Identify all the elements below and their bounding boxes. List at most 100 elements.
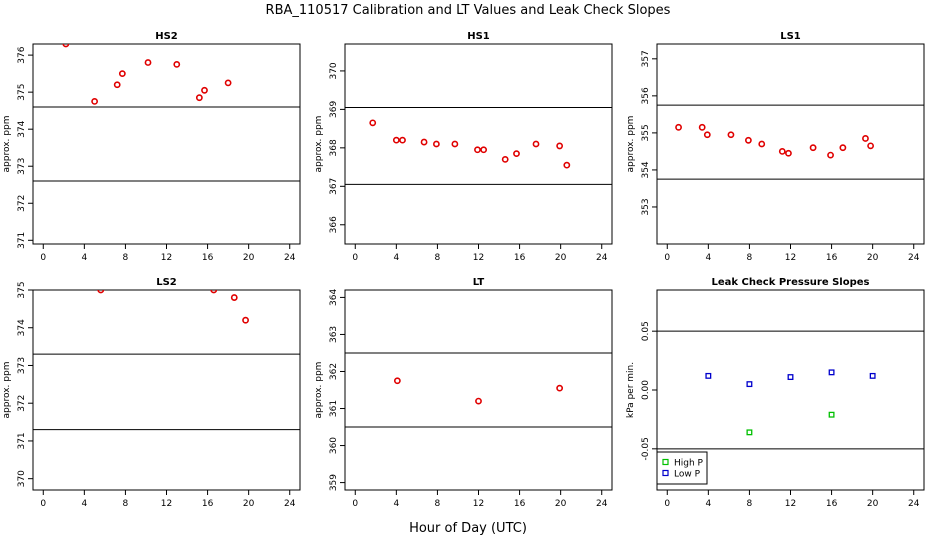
x-tick-label: 4 <box>393 253 399 263</box>
y-tick-label: 372 <box>17 195 27 212</box>
data-point <box>556 384 564 392</box>
data-point <box>809 144 817 152</box>
data-point <box>475 397 482 405</box>
x-tick-label: 16 <box>514 499 526 509</box>
y-tick-label: 363 <box>329 326 339 343</box>
x-tick-label: 16 <box>202 253 214 263</box>
x-tick-label: 8 <box>747 499 753 509</box>
legend-marker <box>662 469 669 477</box>
legend-label: Low P <box>674 470 701 480</box>
panel-6: Leak Check Pressure Slopes 0 4 8 12 16 20 24 -0.… <box>626 277 925 509</box>
y-tick-label: 367 <box>329 178 339 195</box>
data-point <box>432 140 440 148</box>
y-tick-label: 369 <box>329 101 339 118</box>
x-tick-label: 0 <box>352 253 358 263</box>
x-tick-label: 24 <box>284 253 296 263</box>
data-point <box>210 290 218 294</box>
data-point <box>785 149 792 157</box>
data-point <box>97 290 105 294</box>
data-point <box>393 377 401 385</box>
data-point <box>230 294 238 301</box>
plot-frame <box>344 289 613 491</box>
x-tick-label: 20 <box>555 499 567 509</box>
x-tick-label: 0 <box>664 253 670 263</box>
data-point <box>827 151 834 159</box>
x-tick-label: 8 <box>123 499 129 509</box>
data-point <box>474 146 481 154</box>
y-tick-label: 362 <box>329 363 339 380</box>
data-point <box>532 140 540 148</box>
x-tick-label: 8 <box>123 253 129 263</box>
x-tick-label: 8 <box>435 499 441 509</box>
y-tick-label: 366 <box>329 216 339 233</box>
data-points <box>369 119 571 169</box>
y-tick-label: 370 <box>329 62 339 79</box>
x-tick-label: 12 <box>473 253 484 263</box>
data-point <box>173 60 181 68</box>
data-point <box>62 44 70 48</box>
data-point <box>369 119 377 127</box>
y-tick-label: 371 <box>17 432 27 449</box>
x-tick-label: 12 <box>161 499 172 509</box>
y-axis-label: kPa per min. <box>626 362 636 418</box>
x-tick-label: 12 <box>473 499 484 509</box>
data-point <box>91 98 99 105</box>
data-point <box>113 81 121 89</box>
y-tick-label: 357 <box>641 50 651 67</box>
legend-label: High P <box>674 459 704 469</box>
legend-marker <box>662 458 669 466</box>
data-point <box>758 140 766 148</box>
data-point <box>242 316 249 324</box>
data-point <box>746 429 753 436</box>
x-tick-label: 4 <box>81 253 87 263</box>
data-point <box>869 372 876 379</box>
x-tick-label: 4 <box>393 499 399 509</box>
data-point <box>862 135 869 142</box>
data-point <box>828 411 835 418</box>
data-point <box>144 59 152 66</box>
x-tick-label: 20 <box>243 253 255 263</box>
y-axis-label: approx. ppm <box>314 116 324 173</box>
y-axis-label: approx. ppm <box>314 362 324 419</box>
x-tick-label: 24 <box>596 253 608 263</box>
data-point <box>675 123 682 131</box>
y-tick-label: 372 <box>17 395 27 412</box>
panels: HS2 0 4 8 12 16 20 24 371 372 373 374 375 376 approx. … <box>2 31 925 509</box>
panel-title: LT <box>473 277 485 288</box>
data-point <box>399 136 406 144</box>
x-tick-label: 20 <box>867 253 879 263</box>
data-point <box>703 131 711 139</box>
data-point <box>451 140 459 148</box>
figure-title: RBA_110517 Calibration and LT Values and… <box>266 3 671 18</box>
data-point <box>195 94 203 102</box>
y-tick-label: 371 <box>17 232 27 249</box>
x-tick-label: 0 <box>40 253 46 263</box>
plot-frame <box>344 43 613 245</box>
x-tick-label: 4 <box>705 253 711 263</box>
y-axis-label: approx. ppm <box>626 116 636 173</box>
y-tick-label: 376 <box>17 46 27 63</box>
data-point <box>727 131 735 139</box>
data-points <box>705 369 876 436</box>
y-tick-label: 374 <box>17 319 27 336</box>
plot-frame <box>656 43 925 245</box>
data-point <box>501 155 509 163</box>
x-tick-label: 24 <box>284 499 296 509</box>
y-tick-label: 354 <box>641 161 651 178</box>
data-point <box>420 138 428 146</box>
panel-title: HS2 <box>155 31 178 42</box>
data-points <box>62 44 232 105</box>
x-tick-label: 4 <box>81 499 87 509</box>
x-tick-label: 8 <box>435 253 441 263</box>
y-tick-label: 356 <box>641 87 651 104</box>
x-tick-label: 20 <box>243 499 255 509</box>
x-tick-label: 12 <box>161 253 172 263</box>
x-tick-label: 16 <box>514 253 526 263</box>
data-point <box>392 136 400 144</box>
y-tick-label: 360 <box>329 437 339 454</box>
x-tick-label: 16 <box>826 499 838 509</box>
data-point <box>556 142 564 150</box>
data-points <box>393 377 564 405</box>
data-point <box>480 146 488 154</box>
x-tick-label: 8 <box>747 253 753 263</box>
